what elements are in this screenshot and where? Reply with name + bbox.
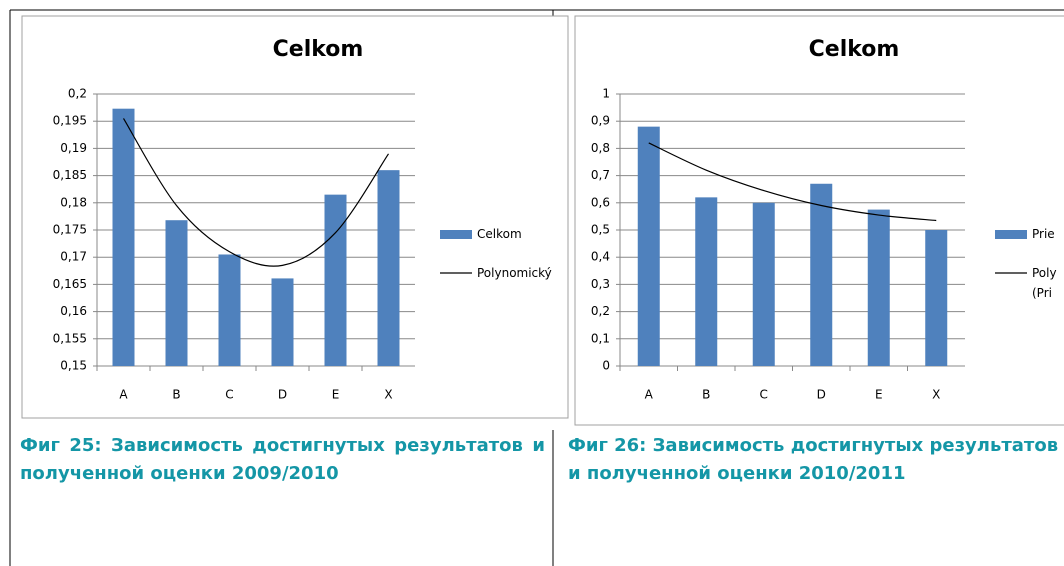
bar xyxy=(695,197,718,366)
chart-title: Celkom xyxy=(273,37,364,62)
y-tick-label: 0,2 xyxy=(591,304,610,318)
x-tick-label: X xyxy=(932,388,940,402)
y-tick-label: 0,9 xyxy=(591,114,610,128)
y-tick-label: 0,1 xyxy=(591,331,610,345)
bar xyxy=(165,220,188,366)
y-tick-label: 0,4 xyxy=(591,250,610,264)
y-tick-label: 0,6 xyxy=(591,195,610,209)
y-tick-label: 0,165 xyxy=(53,277,87,291)
bar xyxy=(112,108,135,367)
x-tick-label: A xyxy=(119,388,128,402)
bar xyxy=(867,209,890,366)
y-tick-label: 0,17 xyxy=(60,250,87,264)
legend-swatch xyxy=(440,230,472,239)
bar xyxy=(637,126,660,366)
y-tick-label: 0,7 xyxy=(591,168,610,182)
x-tick-label: D xyxy=(817,388,826,402)
y-tick-label: 0,19 xyxy=(60,141,87,155)
x-tick-label: B xyxy=(702,388,710,402)
x-tick-label: C xyxy=(225,388,233,402)
y-tick-label: 0 xyxy=(602,359,610,373)
y-tick-label: 0,185 xyxy=(53,168,87,182)
trend-line xyxy=(122,118,389,267)
caption: Фиг 25: Зависимость достигнутых результа… xyxy=(20,435,545,484)
x-tick-label: E xyxy=(332,388,340,402)
y-tick-label: 0,3 xyxy=(591,277,610,291)
chart-frame xyxy=(574,15,1064,426)
y-tick-label: 0,175 xyxy=(53,223,87,237)
y-tick-label: 0,18 xyxy=(60,195,87,209)
legend-label: Celkom xyxy=(477,227,522,241)
legend-label: Poly (Pri xyxy=(1032,266,1057,300)
y-tick-label: 0,15 xyxy=(60,359,87,373)
bar xyxy=(324,194,347,366)
y-tick-label: 1 xyxy=(602,87,610,101)
x-tick-label: A xyxy=(645,388,654,402)
bar xyxy=(925,230,948,366)
legend-swatch xyxy=(995,230,1027,239)
bar xyxy=(752,202,775,366)
x-tick-label: C xyxy=(760,388,768,402)
bar xyxy=(810,183,833,366)
bar xyxy=(218,254,241,366)
y-tick-label: 0,8 xyxy=(591,141,610,155)
chart-frame xyxy=(21,15,569,419)
y-tick-label: 0,16 xyxy=(60,304,87,318)
y-tick-label: 0,195 xyxy=(53,114,87,128)
caption: Фиг 26: Зависимость достигнутых результа… xyxy=(568,435,1059,484)
x-tick-label: E xyxy=(875,388,883,402)
bar xyxy=(377,170,400,366)
y-tick-label: 0,155 xyxy=(53,331,87,345)
legend-label: Prie xyxy=(1032,227,1055,241)
bar xyxy=(271,278,294,366)
trend-line xyxy=(648,142,937,222)
y-tick-label: 0,2 xyxy=(68,87,87,101)
y-tick-label: 0,5 xyxy=(591,223,610,237)
x-tick-label: D xyxy=(278,388,287,402)
chart-title: Celkom xyxy=(809,37,900,62)
x-tick-label: X xyxy=(384,388,392,402)
legend-label: Polynomický xyxy=(477,266,552,280)
x-tick-label: B xyxy=(172,388,180,402)
